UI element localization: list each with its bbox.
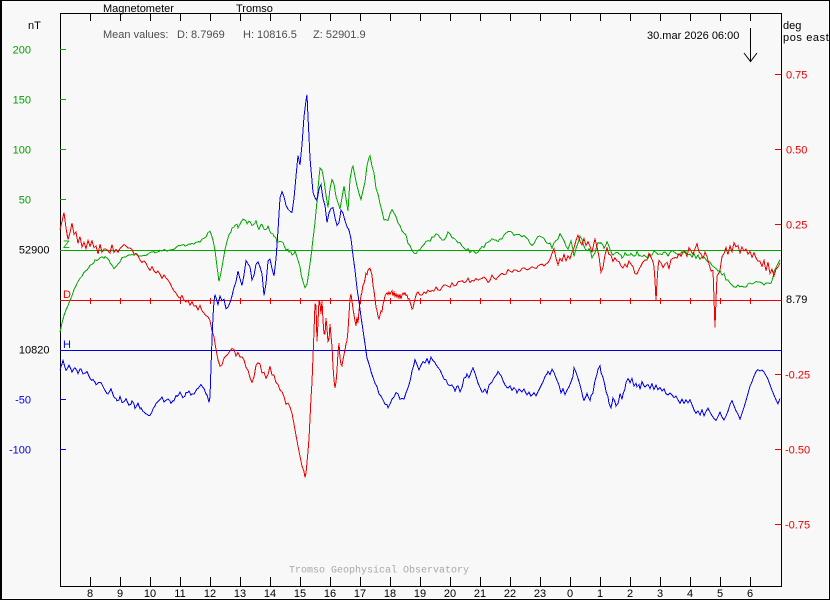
svg-text:pos east: pos east — [783, 32, 829, 44]
svg-text:8.79: 8.79 — [786, 294, 807, 306]
svg-text:1: 1 — [597, 588, 603, 600]
svg-text:9: 9 — [117, 588, 123, 600]
svg-text:52900: 52900 — [19, 245, 50, 257]
svg-text:-0.25: -0.25 — [785, 370, 810, 382]
svg-text:11: 11 — [174, 588, 185, 600]
svg-text:0: 0 — [567, 588, 573, 600]
svg-text:16: 16 — [324, 588, 336, 600]
svg-text:0.75: 0.75 — [786, 70, 807, 82]
svg-text:200: 200 — [13, 45, 31, 57]
svg-text:20: 20 — [444, 588, 456, 600]
svg-text:Mean values:: Mean values: — [103, 29, 168, 41]
svg-text:19: 19 — [414, 588, 426, 600]
svg-text:-100: -100 — [9, 445, 31, 457]
svg-text:deg: deg — [783, 20, 801, 32]
svg-text:H: H — [63, 339, 71, 351]
svg-text:100: 100 — [13, 145, 31, 157]
svg-text:5: 5 — [717, 588, 723, 600]
svg-text:D: D — [63, 289, 71, 301]
svg-text:6: 6 — [747, 588, 753, 600]
svg-text:4: 4 — [687, 588, 693, 600]
svg-text:10820: 10820 — [19, 345, 50, 357]
svg-text:50: 50 — [19, 195, 31, 207]
svg-text:15: 15 — [294, 588, 306, 600]
svg-text:22: 22 — [504, 588, 516, 600]
svg-text:17: 17 — [354, 588, 366, 600]
svg-text:23: 23 — [534, 588, 546, 600]
svg-text:Z: Z — [63, 239, 70, 251]
svg-text:13: 13 — [234, 588, 246, 600]
svg-text:-50: -50 — [15, 395, 31, 407]
svg-text:2: 2 — [627, 588, 633, 600]
svg-text:-0.75: -0.75 — [785, 520, 810, 532]
svg-text:nT: nT — [28, 20, 41, 32]
svg-text:18: 18 — [384, 588, 396, 600]
svg-text:Magnetometer: Magnetometer — [103, 3, 174, 15]
svg-text:-0.50: -0.50 — [785, 445, 810, 457]
svg-text:3: 3 — [657, 588, 663, 600]
svg-text:14: 14 — [264, 588, 276, 600]
svg-text:Tromso: Tromso — [236, 3, 273, 15]
svg-text:10: 10 — [144, 588, 156, 600]
svg-text:Tromso Geophysical Observatory: Tromso Geophysical Observatory — [289, 565, 469, 577]
svg-text:30.mar 2026 06:00: 30.mar 2026 06:00 — [647, 30, 739, 42]
svg-text:Z: 52901.9: Z: 52901.9 — [313, 29, 366, 41]
svg-text:D: 8.7969: D: 8.7969 — [177, 29, 225, 41]
svg-text:8: 8 — [87, 588, 93, 600]
svg-text:12: 12 — [204, 588, 216, 600]
svg-text:150: 150 — [13, 95, 31, 107]
svg-text:0.25: 0.25 — [786, 220, 807, 232]
svg-text:21: 21 — [474, 588, 486, 600]
svg-text:H: 10816.5: H: 10816.5 — [243, 29, 297, 41]
svg-text:0.50: 0.50 — [786, 145, 807, 157]
